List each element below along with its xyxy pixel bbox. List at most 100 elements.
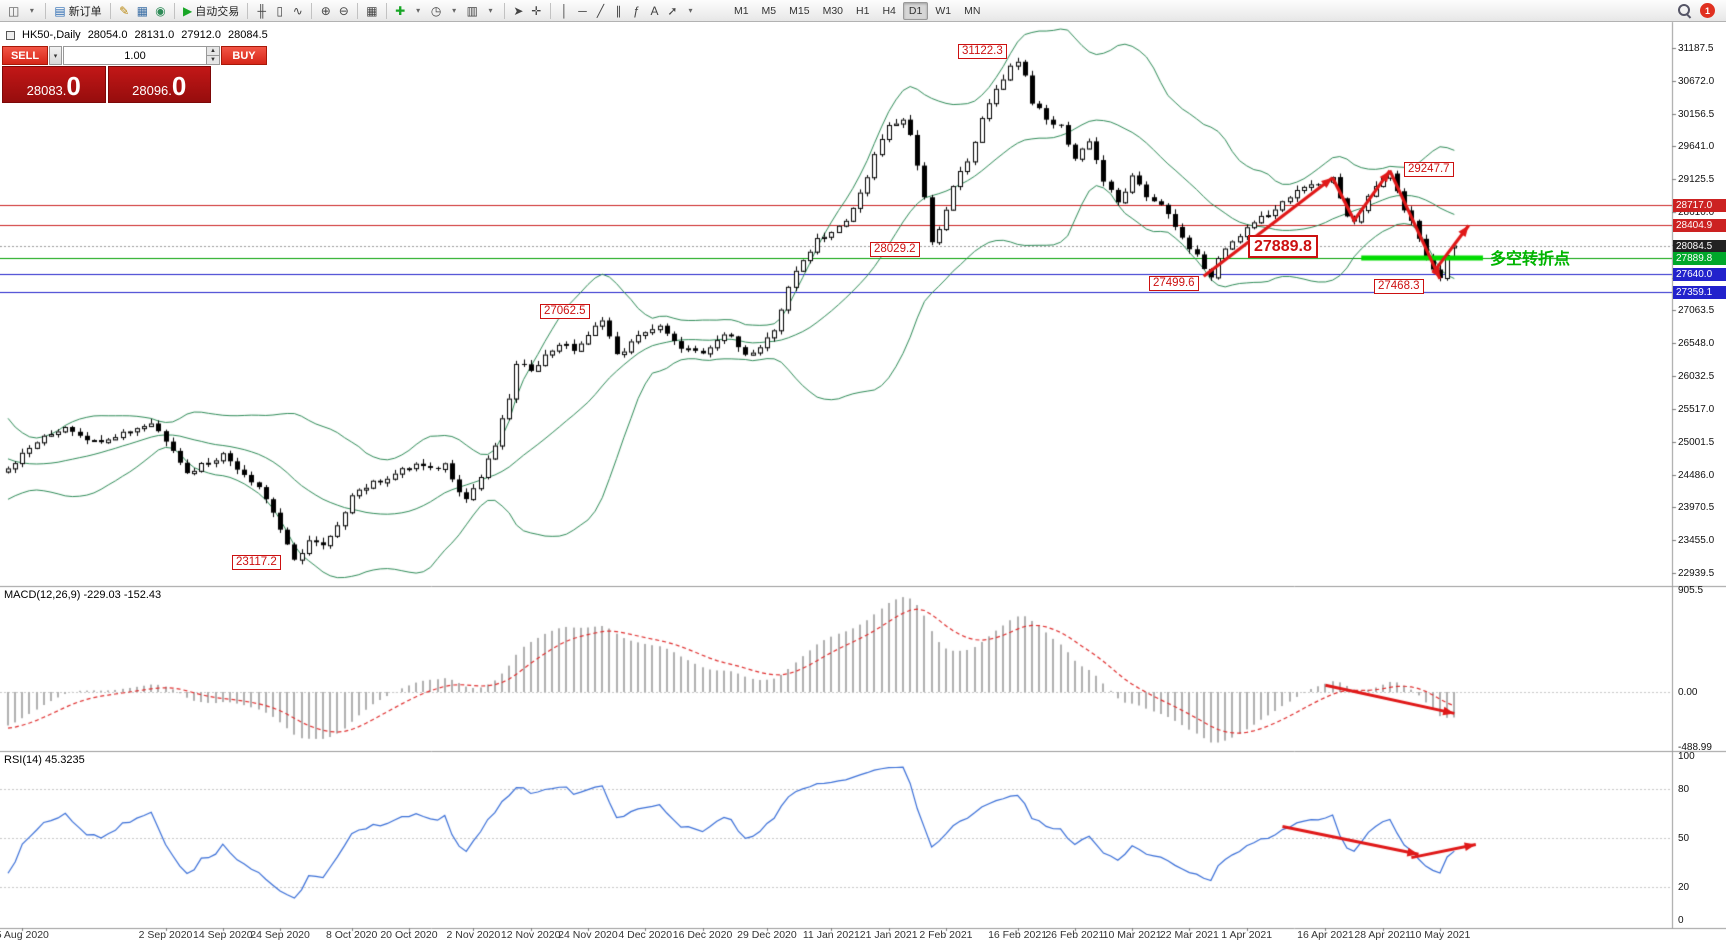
autotrading-button-label: 自动交易 (195, 5, 240, 18)
templates-icon[interactable]: ▥ (464, 2, 481, 20)
symbol-info: HK50-,Daily 28054.0 28131.0 27912.0 2808… (6, 29, 268, 41)
sell-button[interactable]: SELL (2, 46, 48, 65)
toolbar-separator (385, 2, 387, 19)
trade-controls-row: SELL ▾ ▲ ▼ BUY (2, 46, 267, 65)
timeframe-w1[interactable]: W1 (935, 4, 952, 17)
templates-dropdown[interactable]: ▾ (482, 2, 499, 20)
vertical-line-icon[interactable]: │ (556, 2, 573, 20)
symbol-icon (6, 30, 15, 40)
indicators-icon[interactable]: ✚ (392, 2, 409, 20)
crosshair-icon: ✛ (531, 3, 542, 18)
timeframe-m15[interactable]: M15 (789, 4, 810, 17)
buy-price-pips: 0 (171, 71, 187, 101)
tile-windows-icon[interactable]: ▦ (363, 2, 380, 20)
timeframe-m5[interactable]: M5 (761, 4, 777, 17)
rsi-indicator-label: RSI(14) 45.3235 (4, 754, 85, 766)
metaeditor-icon: ✎ (119, 3, 130, 18)
periods-icon: ◷ (430, 3, 442, 18)
data-window-icon[interactable]: ▦ (134, 2, 151, 20)
ohlc-close: 28084.5 (227, 29, 268, 41)
timeframe-group: M1 M5 M15 M30 H1 H4 D1 W1 MN (728, 1, 986, 20)
trendline-icon: ╱ (596, 3, 605, 18)
new-order-button-label: 新订单 (68, 5, 102, 18)
cursor-icon[interactable]: ➤ (510, 2, 527, 20)
volume-dropdown[interactable]: ▾ (49, 46, 62, 65)
volume-increase-button[interactable]: ▲ (206, 47, 219, 56)
ohlc-low: 27912.0 (181, 29, 221, 41)
trade-prices-row: 28083. 0 28096. 0 (2, 66, 211, 103)
arrows-tool-icon: ➚ (667, 3, 678, 18)
fibonacci-icon: ƒ (633, 3, 640, 18)
volume-box: ▲ ▼ (63, 46, 220, 65)
strategy-tester-icon[interactable]: ◉ (152, 2, 169, 20)
indicators-icon: ✚ (395, 3, 406, 18)
zoom-in-icon[interactable]: ⊕ (317, 2, 334, 20)
line-chart-icon: ∿ (292, 3, 303, 18)
buy-price[interactable]: 28096. 0 (107, 66, 211, 103)
new-chart-dropdown[interactable]: ▾ (23, 2, 40, 20)
trendline-icon[interactable]: ╱ (592, 2, 609, 20)
new-chart-icon[interactable]: ◫ (5, 2, 22, 20)
periods-dropdown: ▾ (452, 6, 457, 15)
data-window-icon: ▦ (136, 3, 149, 18)
templates-icon: ▥ (466, 3, 478, 18)
metaeditor-icon[interactable]: ✎ (116, 2, 133, 20)
horizontal-line-icon[interactable]: ─ (574, 2, 591, 20)
notification-badge[interactable]: 1 (1700, 3, 1715, 18)
one-click-trading-panel: SELL ▾ ▲ ▼ BUY 28083.0 28096.0 (2, 46, 267, 103)
new-chart-dropdown: ▾ (29, 6, 34, 15)
timeframe-mn[interactable]: MN (964, 4, 981, 17)
volume-spinner: ▲ ▼ (206, 47, 219, 64)
text-icon[interactable]: A (646, 2, 663, 20)
sell-price[interactable]: 28083. 0 (2, 66, 106, 103)
toolbar-separator (549, 2, 551, 19)
ohlc-high: 28131.0 (134, 29, 175, 41)
buy-button[interactable]: BUY (221, 46, 267, 65)
arrows-tool-icon[interactable]: ➚ (664, 2, 681, 20)
bar-chart-icon[interactable]: ╫ (253, 2, 270, 20)
ohlc-open: 28054.0 (87, 29, 128, 41)
timeframe-h1[interactable]: H1 (856, 4, 870, 17)
toolbar-separator (503, 2, 505, 19)
line-chart-icon[interactable]: ∿ (289, 2, 306, 20)
new-order-button: ▤ (54, 3, 66, 18)
toolbar-separator (174, 2, 176, 19)
periods-dropdown[interactable]: ▾ (446, 2, 463, 20)
arrows-tool-dropdown: ▾ (688, 6, 693, 15)
channel-icon[interactable]: ∥ (610, 2, 627, 20)
timeframe-d1[interactable]: D1 (902, 1, 929, 20)
autotrading-button[interactable]: ▶ 自动交易 (180, 2, 242, 20)
new-chart-icon: ◫ (8, 3, 20, 18)
zoom-out-icon[interactable]: ⊖ (335, 2, 352, 20)
indicators-dropdown: ▾ (416, 6, 421, 15)
periods-icon[interactable]: ◷ (428, 2, 445, 20)
toolbar-separator (357, 2, 359, 19)
toolbar-separator (311, 2, 313, 19)
bar-chart-icon: ╫ (257, 3, 267, 18)
timeframe-m30[interactable]: M30 (822, 4, 844, 17)
horizontal-line-icon: ─ (578, 3, 587, 18)
text-icon: A (650, 3, 659, 18)
search-icon[interactable] (1677, 3, 1692, 18)
channel-icon: ∥ (615, 3, 622, 18)
cursor-icon: ➤ (513, 3, 524, 18)
indicators-dropdown[interactable]: ▾ (410, 2, 427, 20)
new-order-button[interactable]: ▤ 新订单 (51, 2, 104, 20)
zoom-in-icon: ⊕ (320, 3, 331, 18)
candlestick-chart-icon[interactable]: ▯ (271, 2, 288, 20)
symbol-name: HK50-,Daily (22, 29, 81, 41)
volume-decrease-button[interactable]: ▼ (206, 56, 219, 64)
fibonacci-icon[interactable]: ƒ (628, 2, 645, 20)
volume-input[interactable] (64, 47, 206, 64)
candlestick-chart-icon: ▯ (276, 3, 284, 18)
crosshair-icon[interactable]: ✛ (528, 2, 545, 20)
strategy-tester-icon: ◉ (155, 3, 166, 18)
arrows-tool-dropdown[interactable]: ▾ (682, 2, 699, 20)
toolbar-separator (247, 2, 249, 19)
macd-indicator-label: MACD(12,26,9) -229.03 -152.43 (4, 589, 162, 601)
toolbar-right: 1 (1677, 3, 1721, 18)
timeframe-h4[interactable]: H4 (882, 4, 896, 17)
timeframe-m1[interactable]: M1 (733, 4, 749, 17)
